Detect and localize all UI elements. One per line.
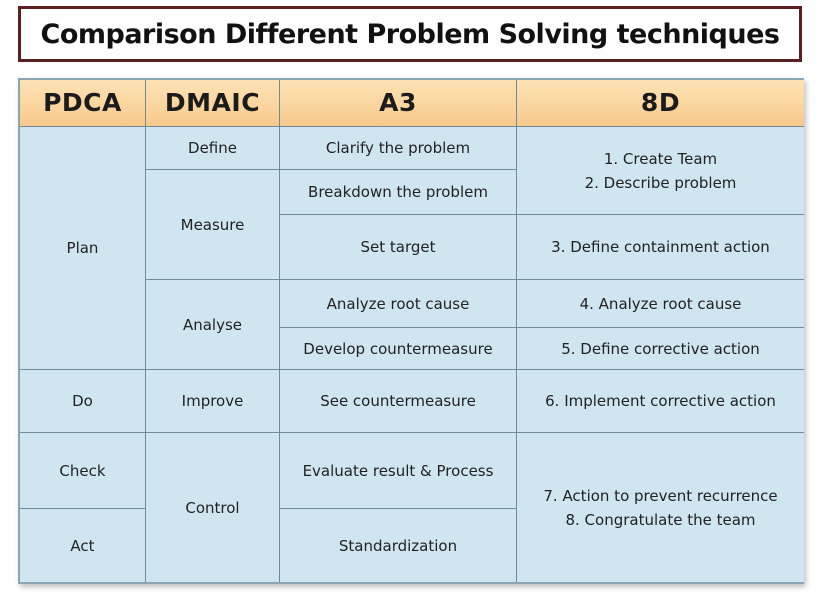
a3-evaluate: Evaluate result & Process [280,433,517,509]
header-8d: 8D [517,80,804,127]
8d-step-7: 7. Action to prevent recurrence [543,486,778,505]
8d-step-1: 1. Create Team [603,149,718,168]
page-title: Comparison Different Problem Solving tec… [40,18,780,50]
pdca-check: Check [20,433,146,509]
8d-step-5: 5. Define corrective action [517,328,804,370]
header-dmaic: DMAIC [146,80,280,127]
8d-step-3: 3. Define containment action [517,215,804,280]
a3-breakdown: Breakdown the problem [280,170,517,215]
a3-standardization: Standardization [280,509,517,582]
8d-step-2: 2. Describe problem [584,173,737,192]
pdca-plan: Plan [20,127,146,370]
a3-root-cause: Analyze root cause [280,280,517,328]
8d-steps-7-8: 7. Action to prevent recurrence 8. Congr… [517,433,804,582]
8d-step-4: 4. Analyze root cause [517,280,804,328]
dmaic-measure: Measure [146,170,280,280]
pdca-do: Do [20,370,146,433]
8d-step-8: 8. Congratulate the team [565,510,756,529]
dmaic-control: Control [146,433,280,582]
header-a3: A3 [280,80,517,127]
a3-set-target: Set target [280,215,517,280]
dmaic-define: Define [146,127,280,170]
8d-steps-1-2: 1. Create Team 2. Describe problem [517,127,804,215]
8d-step-6: 6. Implement corrective action [517,370,804,433]
comparison-table: PDCA DMAIC A3 8D Plan Do Check Act Defin… [18,78,804,584]
title-box: Comparison Different Problem Solving tec… [18,6,802,62]
dmaic-analyse: Analyse [146,280,280,370]
a3-clarify: Clarify the problem [280,127,517,170]
dmaic-improve: Improve [146,370,280,433]
pdca-act: Act [20,509,146,582]
a3-countermeasure: Develop countermeasure [280,328,517,370]
header-pdca: PDCA [20,80,146,127]
a3-see-countermeasure: See countermeasure [280,370,517,433]
